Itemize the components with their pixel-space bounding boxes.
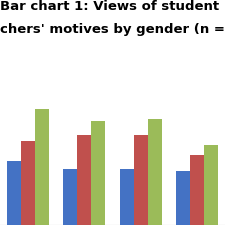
- Bar: [119, 169, 134, 225]
- Bar: [148, 119, 162, 225]
- Bar: [134, 135, 148, 225]
- Bar: [91, 121, 106, 225]
- Bar: [190, 155, 204, 225]
- Bar: [63, 169, 77, 225]
- Bar: [204, 145, 218, 225]
- Bar: [77, 135, 91, 225]
- Bar: [7, 161, 21, 225]
- Bar: [21, 141, 35, 225]
- Bar: [35, 109, 49, 225]
- Text: chers' motives by gender (n =: chers' motives by gender (n =: [0, 22, 225, 36]
- Bar: [176, 171, 190, 225]
- Text: Bar chart 1: Views of student: Bar chart 1: Views of student: [0, 0, 219, 13]
